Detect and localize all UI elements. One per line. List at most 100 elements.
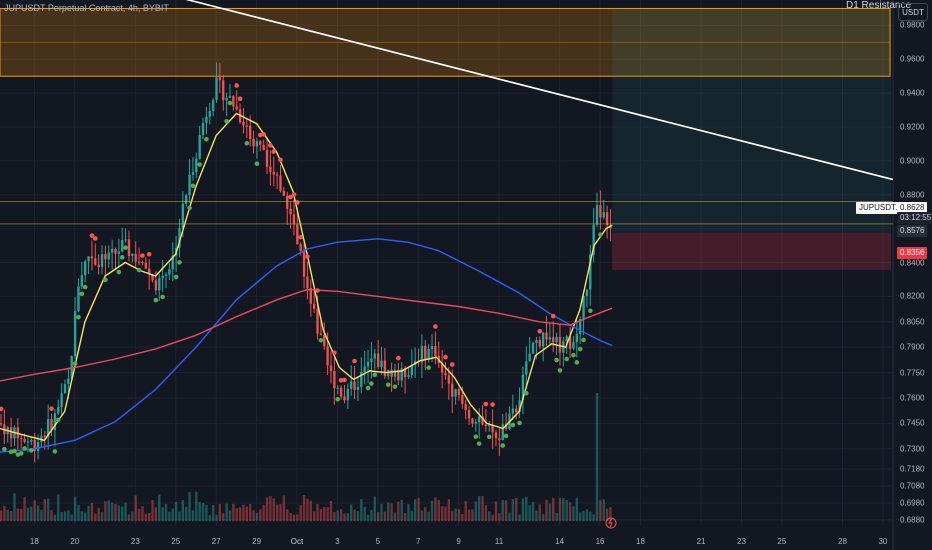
signal-dot (335, 396, 341, 402)
signal-dot (332, 350, 337, 355)
candle-body (363, 366, 366, 373)
volume-bar (185, 506, 188, 521)
volume-bar (57, 494, 60, 521)
candle-body (215, 77, 218, 100)
volume-bar (528, 505, 531, 521)
signal-dot (392, 384, 398, 389)
volume-bar (430, 500, 434, 521)
volume-bar (282, 495, 286, 521)
candle-body (585, 289, 589, 297)
candle-body (565, 336, 568, 342)
candle-body (147, 268, 151, 275)
volume-bar (242, 504, 245, 521)
moving-average-lines (0, 112, 613, 453)
volume-bar (238, 507, 242, 521)
volume-bar (521, 498, 525, 521)
volume-bar (363, 506, 366, 521)
candle-body (144, 262, 147, 269)
candle-body (87, 256, 90, 262)
candle-body (390, 369, 393, 377)
signal-dot (517, 420, 522, 426)
candle-body (94, 258, 97, 265)
volume-bar (464, 501, 467, 521)
lightning-icon[interactable] (605, 517, 617, 529)
volume-bar (20, 508, 23, 521)
candle-body (168, 269, 171, 275)
candle-body (457, 389, 461, 396)
volume-bar (26, 507, 30, 521)
candle-body (515, 408, 518, 413)
candle-body (393, 369, 397, 377)
volume-bar (558, 497, 562, 521)
signal-dot (426, 365, 431, 370)
candle-body (57, 407, 60, 414)
volume-bar (147, 512, 151, 521)
signal-dot (574, 360, 580, 365)
volume-bar (90, 502, 94, 521)
signal-dot (22, 446, 27, 451)
volume-bar (454, 508, 457, 521)
signal-dot (234, 83, 240, 88)
volume-bar (467, 509, 471, 521)
volume-bar (451, 510, 454, 521)
signal-dot (244, 140, 250, 146)
candle-body (501, 424, 504, 441)
volume-bar (360, 498, 363, 521)
candle-body (282, 190, 286, 196)
volume-bar (36, 505, 40, 521)
volume-bar (602, 499, 605, 521)
signal-dot (490, 402, 495, 407)
volume-bar (481, 495, 484, 521)
candle-body (333, 370, 336, 389)
signal-dot (365, 385, 371, 391)
signal-dot (342, 377, 347, 383)
volume-bar (346, 513, 350, 521)
time-tick-label: 5 (375, 537, 381, 546)
candle-body (380, 360, 383, 367)
candle-body (245, 125, 248, 127)
volume-bar (339, 509, 343, 521)
time-tick-label: 20 (70, 537, 80, 546)
lightning-icon-bolt (608, 518, 613, 528)
volume-bar (518, 514, 521, 521)
candle-body (403, 368, 407, 377)
price-tick-label: 0.8050 (900, 317, 925, 327)
signal-dot (564, 356, 570, 362)
candle-body (582, 296, 585, 319)
candle-body (454, 389, 457, 397)
volume-bar (296, 514, 299, 521)
volume-bar (373, 496, 376, 521)
volume-bar (609, 507, 612, 521)
candle-body (151, 274, 154, 281)
volume-bar (414, 499, 417, 521)
volume-bar (252, 510, 255, 521)
volume-bar (262, 504, 265, 521)
candle-body (605, 212, 609, 226)
signal-dot (443, 354, 448, 360)
time-tick-label: 25 (171, 537, 181, 546)
candle-body (242, 122, 245, 126)
volume-bar (595, 393, 599, 521)
volume-bar (178, 511, 181, 521)
volume-bar (504, 500, 508, 521)
signal-dot (82, 284, 88, 290)
time-tick-label: Oct (290, 537, 304, 546)
candle-body (531, 342, 535, 354)
signal-dot (116, 269, 122, 275)
volume-bar (568, 502, 572, 521)
candle-body (464, 403, 467, 411)
candle-body (461, 395, 464, 404)
candle-body (541, 332, 545, 347)
signal-dot (577, 346, 583, 352)
volume-bar (269, 496, 272, 521)
candle-body (595, 205, 599, 225)
overlay-lines[interactable] (0, 0, 894, 225)
volume-bar (46, 498, 50, 521)
currency-button[interactable]: USDT (898, 3, 928, 21)
volume-bar (491, 514, 494, 521)
volume-bar (235, 508, 238, 521)
volume-bar (477, 496, 481, 521)
volume-bar (50, 510, 53, 521)
